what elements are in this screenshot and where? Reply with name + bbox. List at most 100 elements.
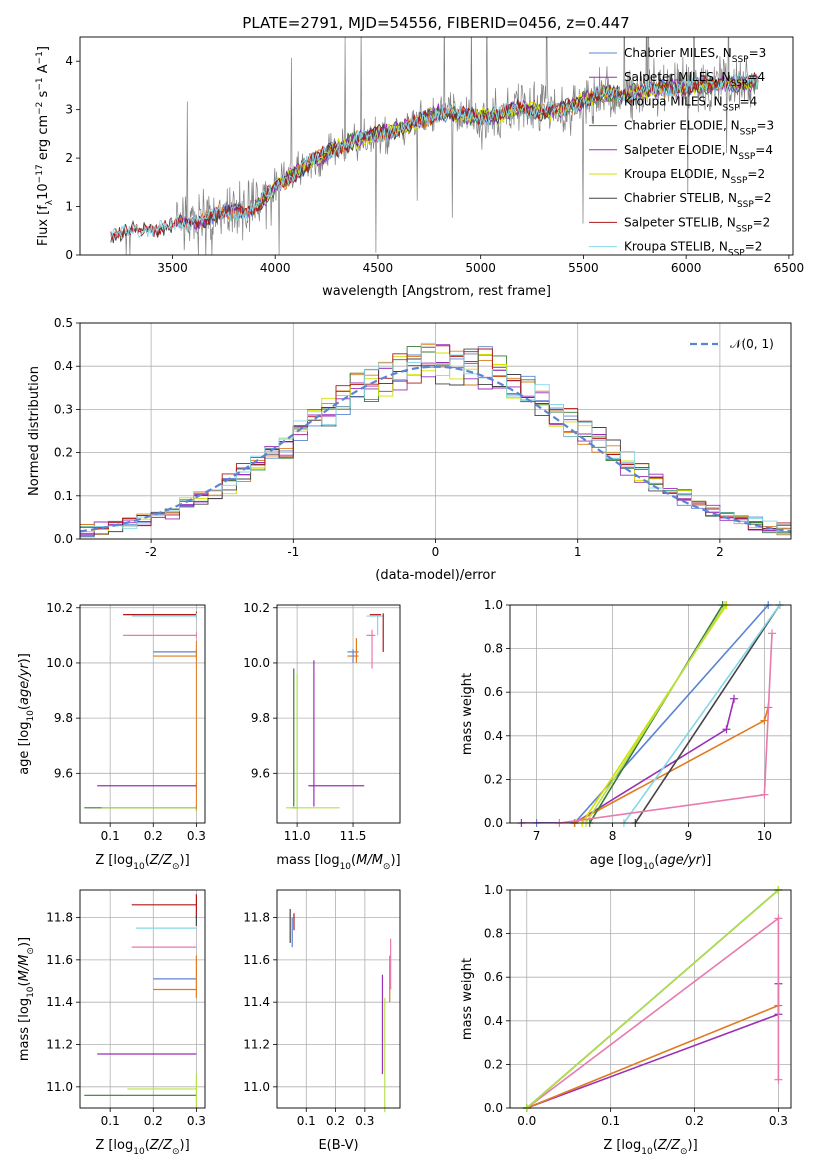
axes-frame [509, 604, 792, 824]
x-tick-label: 0.2 [144, 1114, 163, 1128]
x-tick-label: 0.1 [101, 1114, 120, 1128]
x-tick-label: 7 [533, 829, 541, 843]
x-axis-label: Z [log10(Z/Z⊙)] [95, 1138, 189, 1157]
y-tick-label: 0.2 [484, 1057, 503, 1071]
y-tick-label: 11.6 [46, 953, 73, 967]
y-tick-label: 0.8 [484, 642, 503, 656]
x-tick-label: 0.2 [685, 1114, 704, 1128]
massweight-curve [585, 605, 726, 823]
x-tick-label: 0.3 [187, 829, 206, 843]
y-tick-label: 11.8 [243, 911, 270, 925]
y-tick-label: 0.0 [484, 1101, 503, 1115]
x-tick-label: -2 [145, 545, 157, 559]
massweight-vs-age-panel: 7 8 9 10 0.0 0.2 0.4 0.6 0.8 1.0 age [log10(age/yr… [460, 598, 792, 872]
y-tick-label: 9.8 [251, 711, 270, 725]
legend-entry: Salpeter MILES, NSSP=4 [624, 70, 765, 89]
axes-frame [79, 322, 792, 540]
x-axis-label: (data-model)/error [375, 568, 496, 583]
x-tick-label: 0.3 [187, 1114, 206, 1128]
x-tick-label: 0.3 [355, 1114, 374, 1128]
legend-entry: Chabrier STELIB, NSSP=2 [624, 191, 772, 210]
y-tick-label: 1 [65, 200, 73, 214]
x-tick-label: 2 [716, 545, 724, 559]
x-axis-label: Z [log10(Z/Z⊙)] [95, 853, 189, 872]
mass-vs-metallicity-panel: 0.1 0.2 0.3 11.0 11.2 11.4 11.6 11.8 Z [log10(Z/… [17, 889, 206, 1157]
legend-entry: Kroupa ELODIE, NSSP=2 [624, 167, 765, 186]
legend-entry: Salpeter STELIB, NSSP=2 [624, 215, 770, 234]
normal-curve [80, 365, 791, 533]
x-tick-label: 6500 [774, 261, 805, 275]
x-tick-label: 0.3 [769, 1114, 788, 1128]
x-axis-label: Z [log10(Z/Z⊙)] [603, 1138, 697, 1157]
y-axis-label: mass weight [460, 958, 475, 1040]
y-tick-label: 0.1 [54, 489, 73, 503]
y-tick-label: 0.0 [54, 532, 73, 546]
y-tick-label: 4 [65, 54, 73, 68]
x-tick-label: -1 [287, 545, 299, 559]
x-tick-label: 11.0 [284, 829, 311, 843]
y-tick-label: 0.8 [484, 927, 503, 941]
axes-frame [276, 889, 401, 1109]
x-tick-label: 4500 [363, 261, 394, 275]
y-axis-label: mass [log10(M/M⊙)] [17, 937, 36, 1061]
y-tick-label: 11.0 [243, 1080, 270, 1094]
x-axis-label: wavelength [Angstrom, rest frame] [322, 284, 551, 299]
x-tick-label: 3500 [157, 261, 188, 275]
massweight-curve [526, 1004, 779, 1108]
x-tick-label: 0.1 [297, 1114, 316, 1128]
massweight-curve [521, 698, 735, 823]
y-tick-label: 10.2 [243, 601, 270, 615]
y-tick-label: 0.5 [54, 316, 73, 330]
y-axis-label: age [log10(age/yr)] [17, 653, 36, 775]
x-tick-label: 0.2 [144, 829, 163, 843]
x-tick-label: 11.5 [340, 829, 367, 843]
x-tick-label: 0.2 [326, 1114, 345, 1128]
y-tick-label: 11.6 [243, 953, 270, 967]
residual-histogram [80, 342, 791, 535]
y-tick-label: 11.0 [46, 1080, 73, 1094]
y-tick-label: 0.4 [54, 359, 73, 373]
y-tick-label: 1.0 [484, 883, 503, 897]
y-tick-label: 3 [65, 103, 73, 117]
mass-vs-ebv-panel: 0.1 0.2 0.3 11.0 11.2 11.4 11.6 11.8 E(B-V) [243, 889, 401, 1153]
x-tick-label: 8 [609, 829, 617, 843]
model-fit-line [110, 72, 759, 239]
axes-frame [79, 889, 206, 1109]
x-axis-label: age [log10(age/yr)] [590, 853, 712, 872]
x-tick-label: 9 [685, 829, 693, 843]
y-tick-label: 0.6 [484, 970, 503, 984]
y-tick-label: 11.2 [46, 1038, 73, 1052]
x-tick-label: 10 [757, 829, 772, 843]
legend-entry: Kroupa STELIB, NSSP=2 [624, 240, 762, 259]
y-tick-label: 9.6 [251, 766, 270, 780]
y-axis-label: mass weight [460, 673, 475, 755]
x-tick-label: 0.1 [601, 1114, 620, 1128]
y-tick-label: 10.0 [46, 656, 73, 670]
x-tick-label: 0.0 [517, 1114, 536, 1128]
y-tick-label: 0.6 [484, 685, 503, 699]
y-tick-label: 11.2 [243, 1038, 270, 1052]
y-axis-label: Normed distribution [27, 366, 42, 496]
massweight-vs-metallicity-panel: 0.0 0.1 0.2 0.3 0.0 0.2 0.4 0.6 0.8 1.0 Z [log10(Z… [460, 883, 792, 1157]
x-tick-label: 1 [574, 545, 582, 559]
axes-frame [509, 889, 792, 1109]
massweight-curve [536, 605, 769, 823]
legend-entry: Kroupa MILES, NSSP=4 [624, 94, 757, 113]
massweight-curve [634, 605, 781, 823]
y-tick-label: 11.4 [243, 995, 270, 1009]
y-tick-label: 0.4 [484, 1014, 503, 1028]
x-tick-label: 6000 [671, 261, 702, 275]
x-tick-label: 5500 [568, 261, 599, 275]
y-tick-label: 9.6 [54, 766, 73, 780]
age-vs-metallicity-panel: 0.1 0.2 0.3 9.6 9.8 10.0 10.2 Z [log10(Z/Z⊙)] ag… [17, 601, 206, 872]
model-fit-line [110, 71, 759, 239]
y-tick-label: 10.2 [46, 601, 73, 615]
axes-frame [276, 604, 401, 824]
y-tick-label: 0.4 [484, 729, 503, 743]
massweight-curve [526, 890, 779, 1108]
x-tick-label: 0.1 [101, 829, 120, 843]
y-tick-label: 10.0 [243, 656, 270, 670]
y-tick-label: 11.8 [46, 911, 73, 925]
massweight-curve [526, 916, 780, 1108]
age-vs-mass-panel: 11.0 11.5 9.6 9.8 10.0 10.2 mass [log10(M/M⊙)] [243, 601, 400, 872]
